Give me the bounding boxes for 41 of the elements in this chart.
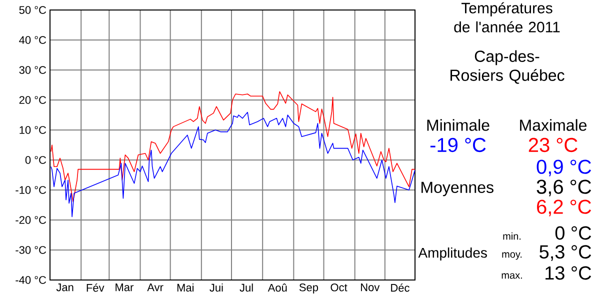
x-tick-label: Nov — [361, 284, 380, 292]
text: max. — [502, 273, 522, 279]
x-tick-label: Jul — [240, 284, 253, 292]
text: 23 °C — [528, 138, 578, 152]
x-tick-label: Aoû — [268, 284, 287, 292]
x-tick-label: Avr — [147, 284, 164, 292]
x-tick-label: Jan — [56, 284, 74, 292]
y-tick-label: 20 °C — [19, 96, 46, 104]
text: 6,2 °C — [537, 200, 592, 216]
x-tick-label: Oct — [330, 284, 348, 292]
y-tick-label: 30 °C — [19, 66, 46, 74]
x-tick-label: Fév — [86, 284, 104, 292]
text: moy. — [502, 252, 522, 260]
y-tick-label: -20 °C — [16, 216, 46, 224]
text: Amplitudes — [418, 247, 487, 261]
y-tick-label: -30 °C — [16, 246, 46, 254]
text: 5,3 °C — [540, 245, 592, 261]
text: Températures de l'année 2011 — [454, 2, 560, 32]
y-tick-label: 10 °C — [20, 126, 46, 134]
x-tick-label: Mar — [116, 284, 134, 292]
x-tick-label: Déc — [391, 284, 410, 292]
text: 0 °C — [555, 226, 592, 240]
y-tick-label: 40 °C — [19, 36, 46, 44]
text: Cap-des-Rosiers Québec — [450, 50, 564, 84]
text: 0,9 °C — [536, 160, 592, 176]
text: Maximale — [520, 119, 587, 131]
x-tick-label: Jui — [210, 284, 223, 292]
text: Moyennes — [422, 182, 494, 196]
y-tick-label: -10 °C — [16, 186, 46, 194]
y-tick-label: -40 °C — [16, 276, 46, 284]
text: 3,6 °C — [536, 180, 592, 196]
text: Minimale — [427, 119, 490, 131]
x-tick-label: Sep — [299, 284, 318, 294]
line-series — [50, 91, 416, 202]
text: 13 °C — [546, 266, 592, 280]
x-tick-label: Mai — [177, 284, 194, 292]
line-series — [50, 112, 416, 218]
text: min. — [503, 232, 521, 240]
y-tick-label: 0 °C — [25, 156, 46, 164]
y-tick-label: 50 °C — [19, 6, 46, 14]
text: -19 °C — [430, 138, 486, 152]
